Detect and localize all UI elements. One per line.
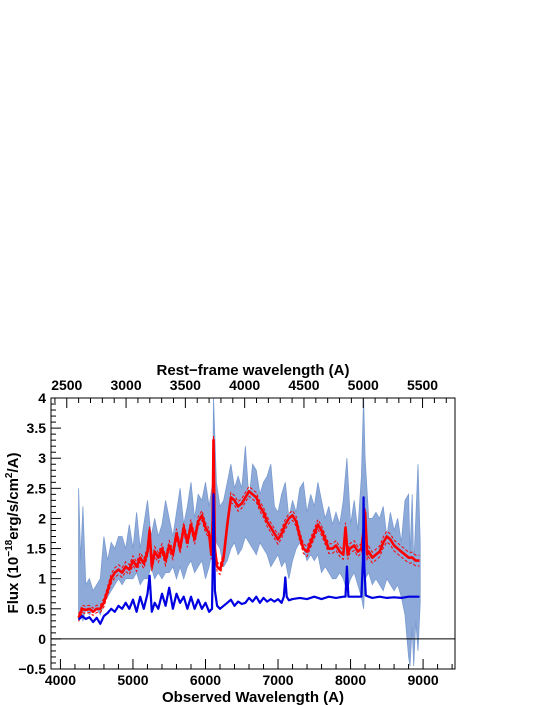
y-tick-label: −0.5: [18, 661, 46, 677]
y-axis-title-mid: erg/s/cm: [5, 478, 22, 540]
plot-frame: [50, 397, 456, 670]
top-x-tick-label: 3500: [170, 377, 201, 393]
top-x-tick-label: 5500: [407, 377, 438, 393]
x-tick-label: 5000: [117, 672, 148, 688]
y-tick-label: 4: [38, 390, 46, 406]
x-tick-label: 6000: [190, 672, 221, 688]
x-tick-label: 8000: [335, 672, 366, 688]
x-tick-label: 7000: [262, 672, 293, 688]
y-tick-label: 1: [38, 571, 46, 587]
y-axis-title: Flux (10−18erg/s/cm2/A): [4, 453, 22, 614]
y-tick-label: 2: [38, 510, 46, 526]
x-axis-title: Observed Wavelength (A): [162, 689, 344, 705]
y-axis-title-exp2: 2: [4, 472, 15, 478]
top-axis-title: Rest−frame wavelength (A): [157, 362, 350, 379]
x-tick-label: 4000: [45, 672, 76, 688]
top-x-tick-label: 4000: [229, 377, 260, 393]
top-x-tick-label: 2500: [51, 377, 82, 393]
series-layer: [77, 398, 421, 667]
y-tick-label: 0.5: [27, 601, 47, 617]
y-axis-title-exp1: −18: [4, 539, 15, 556]
y-tick-label: 3: [38, 450, 46, 466]
series-0-noise-band: [78, 398, 421, 667]
top-x-tick-label: 3000: [110, 377, 141, 393]
tick-layer: 4000 5000 6000 7000 8000 9000 2500 3000 3500 4000…: [18, 377, 453, 688]
y-axis-title-tail: /A): [5, 453, 22, 473]
top-x-tick-label: 5000: [348, 377, 379, 393]
series-2-line: [77, 493, 420, 625]
series-1-upper-error: [78, 435, 420, 615]
y-tick-label: 0: [38, 631, 46, 647]
y-tick-label: 2.5: [27, 480, 47, 496]
x-tick-label: 9000: [408, 672, 439, 688]
y-tick-label: 3.5: [27, 420, 47, 436]
y-axis-title-main: Flux (10: [5, 557, 22, 614]
y-tick-label: 1.5: [27, 541, 47, 557]
top-x-tick-label: 4500: [288, 377, 319, 393]
